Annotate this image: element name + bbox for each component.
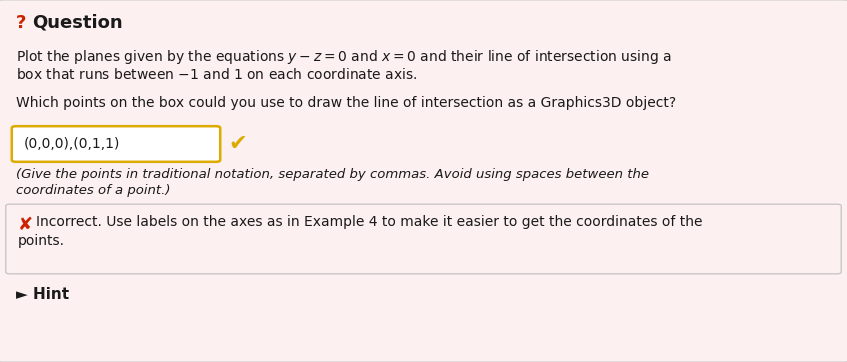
Text: ?: ? xyxy=(16,14,26,32)
Text: (0,0,0),(0,1,1): (0,0,0),(0,1,1) xyxy=(24,137,120,151)
Text: ✘: ✘ xyxy=(18,216,33,234)
Text: ► Hint: ► Hint xyxy=(16,287,69,302)
Text: Question: Question xyxy=(32,13,123,31)
Text: box that runs between $-1$ and $1$ on each coordinate axis.: box that runs between $-1$ and $1$ on ea… xyxy=(16,67,418,82)
FancyBboxPatch shape xyxy=(6,204,841,274)
Text: ✔: ✔ xyxy=(228,134,246,154)
Text: Which points on the box could you use to draw the line of intersection as a Grap: Which points on the box could you use to… xyxy=(16,96,676,110)
Text: (Give the points in traditional notation, separated by commas. Avoid using space: (Give the points in traditional notation… xyxy=(16,168,649,181)
Text: coordinates of a point.): coordinates of a point.) xyxy=(16,184,170,197)
Text: Plot the planes given by the equations $y - z = 0$ and $x = 0$ and their line of: Plot the planes given by the equations $… xyxy=(16,48,673,66)
Text: points.: points. xyxy=(18,234,65,248)
FancyBboxPatch shape xyxy=(12,126,220,162)
Text: Incorrect. Use labels on the axes as in Example 4 to make it easier to get the c: Incorrect. Use labels on the axes as in … xyxy=(36,215,702,229)
